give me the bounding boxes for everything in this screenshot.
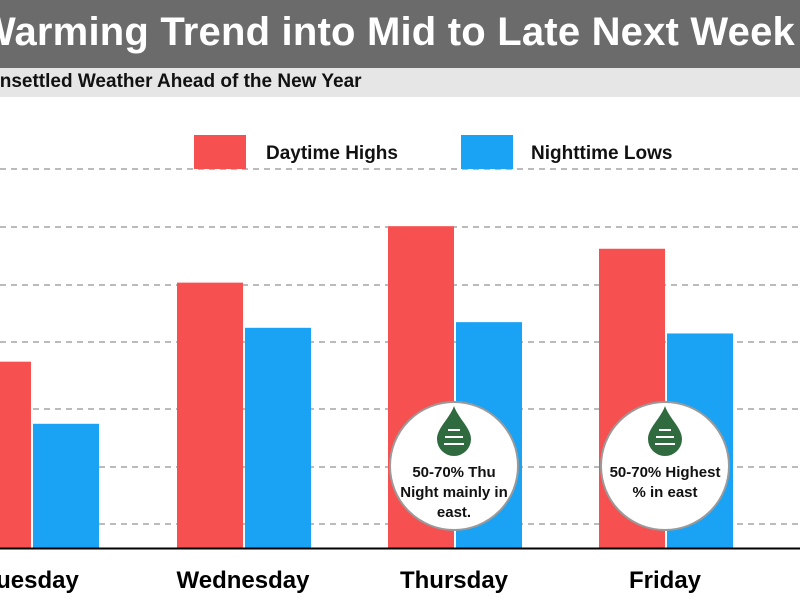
subtitle-bar: Unsettled Weather Ahead of the New Year <box>0 68 800 97</box>
bar-nighttime-low <box>245 327 311 548</box>
callout-text: Night mainly in <box>400 484 508 501</box>
precip-callout: 50-70% Thu Night mainly in east. <box>389 401 519 531</box>
raindrop-icon <box>437 406 471 456</box>
title-bar: Warming Trend into Mid to Late Next Week <box>0 0 800 68</box>
legend-label: Daytime Highs <box>266 143 398 164</box>
x-tick-label: Tuesday <box>0 567 79 594</box>
legend-label: Nighttime Lows <box>531 143 672 164</box>
bar-chart: TuesdayWednesdayThursdayFridayNew YearDa… <box>0 135 800 594</box>
legend-swatch <box>461 135 513 169</box>
x-tick-label: Thursday <box>400 567 509 594</box>
bar-daytime-high <box>177 282 243 548</box>
x-tick-label: Friday <box>629 567 702 594</box>
legend: Daytime Highs Nighttime Lows <box>194 135 672 169</box>
chart-title: Warming Trend into Mid to Late Next Week <box>0 10 795 54</box>
callout-text: 50-70% Highest <box>610 464 721 481</box>
raindrop-icon <box>648 406 682 456</box>
bar-nighttime-low <box>33 423 99 548</box>
callout-text: east. <box>437 504 471 521</box>
bar-daytime-high <box>0 361 31 548</box>
x-tick-label: Wednesday <box>177 567 311 594</box>
precip-callout: 50-70% Highest % in east <box>600 401 730 531</box>
callout-text: 50-70% Thu <box>412 464 495 481</box>
chart-subtitle: Unsettled Weather Ahead of the New Year <box>0 71 362 92</box>
callout-text: % in east <box>632 484 697 501</box>
legend-swatch <box>194 135 246 169</box>
